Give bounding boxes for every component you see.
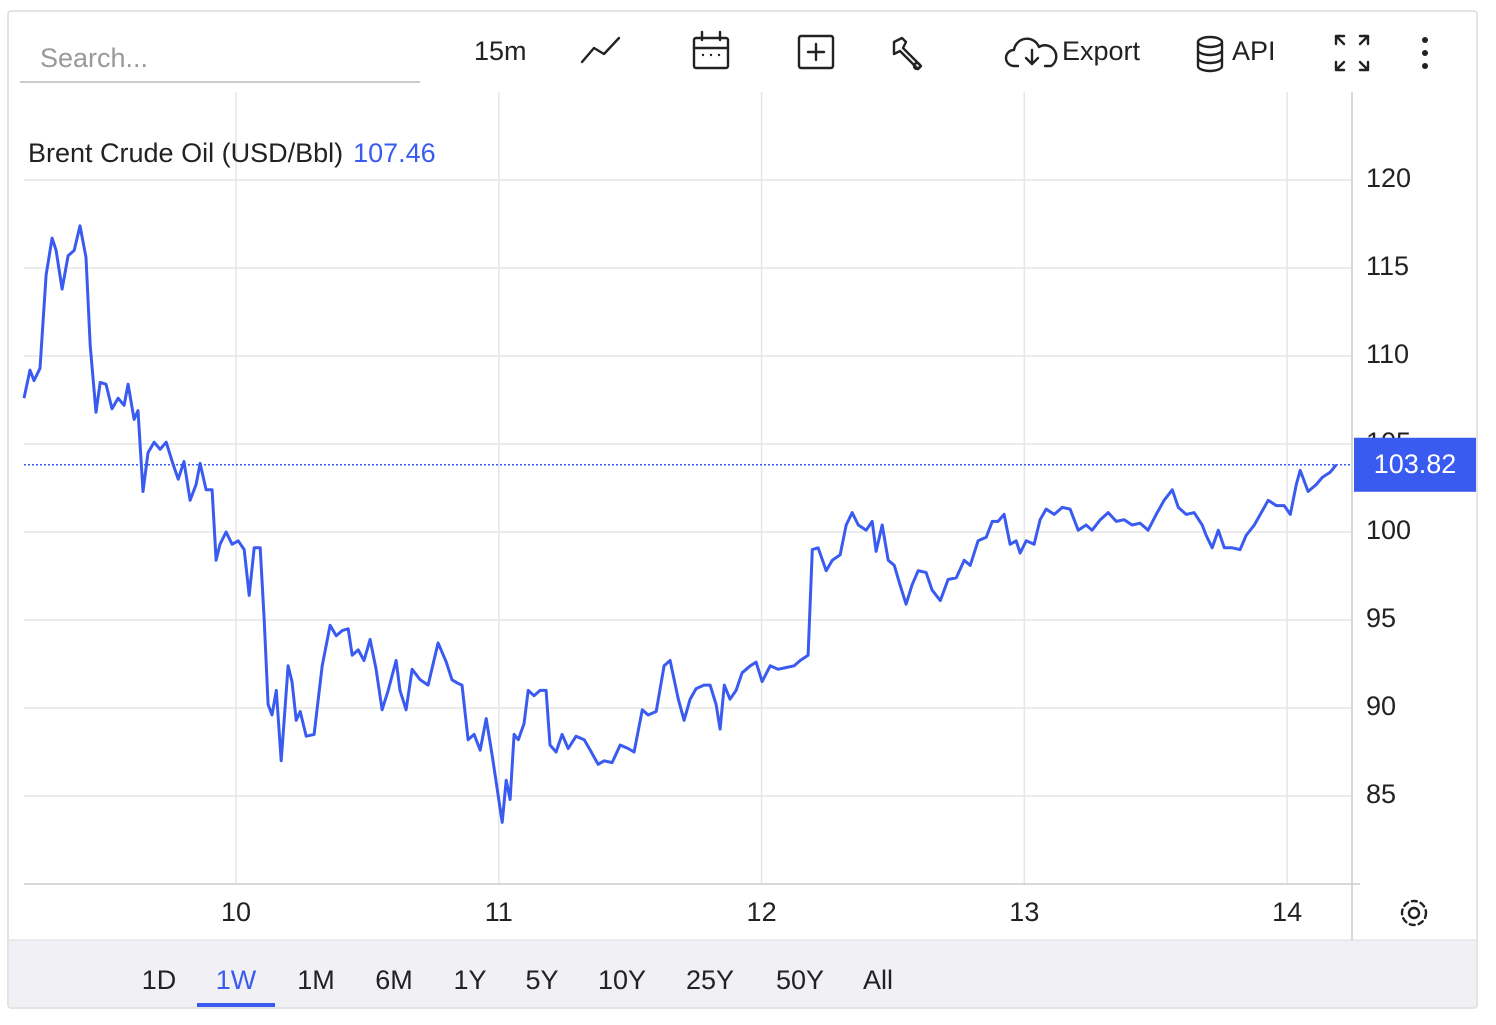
y-tick-label: 90: [1366, 691, 1396, 721]
range-button[interactable]: 25Y: [686, 965, 734, 995]
tools-icon[interactable]: [892, 36, 923, 71]
range-button[interactable]: 10Y: [598, 965, 646, 995]
compare-icon[interactable]: [797, 34, 835, 70]
settings-icon[interactable]: [1400, 899, 1428, 927]
interval-button[interactable]: 15m: [474, 36, 527, 66]
y-tick-label: 115: [1366, 251, 1409, 281]
export-button[interactable]: Export: [1062, 36, 1141, 66]
last-price-label: 103.82: [1374, 449, 1457, 479]
range-button[interactable]: All: [863, 965, 893, 995]
x-tick-label: 14: [1272, 897, 1302, 927]
x-tick-label: 10: [221, 897, 251, 927]
card: [7, 10, 1478, 1009]
y-tick-label: 85: [1366, 779, 1396, 809]
price-line: [22, 224, 1338, 824]
chart-title: Brent Crude Oil (USD/Bbl) 107.46: [28, 138, 436, 168]
range-button[interactable]: 1M: [297, 965, 335, 995]
calendar-icon[interactable]: [692, 30, 730, 70]
range-button[interactable]: 50Y: [776, 965, 824, 995]
y-tick-label: 100: [1366, 515, 1411, 545]
range-button[interactable]: 5Y: [525, 965, 558, 995]
range-button[interactable]: 6M: [375, 965, 413, 995]
range-button[interactable]: 1W: [216, 965, 257, 995]
api-button[interactable]: API: [1232, 36, 1276, 66]
x-tick-label: 11: [485, 897, 513, 927]
x-tick-label: 13: [1009, 897, 1039, 927]
range-button[interactable]: 1D: [142, 965, 177, 995]
y-tick-label: 95: [1366, 603, 1396, 633]
api-icon[interactable]: [1196, 35, 1224, 73]
more-icon[interactable]: [1422, 37, 1428, 69]
range-button[interactable]: 1Y: [453, 965, 486, 995]
fullscreen-icon[interactable]: [1334, 34, 1370, 72]
x-tick-label: 12: [747, 897, 777, 927]
chart-type-icon[interactable]: [580, 36, 621, 64]
search-input[interactable]: Search...: [40, 43, 148, 73]
last-price-box: [1354, 437, 1476, 492]
y-tick-label: 110: [1366, 339, 1409, 369]
range-active-underline: [197, 1003, 275, 1007]
quote-value: 107.46: [353, 138, 436, 168]
title-text: Brent Crude Oil (USD/Bbl): [28, 138, 343, 168]
export-icon[interactable]: [1004, 37, 1058, 68]
range-bar: [9, 940, 1476, 1007]
y-tick-label: 120: [1366, 163, 1411, 193]
